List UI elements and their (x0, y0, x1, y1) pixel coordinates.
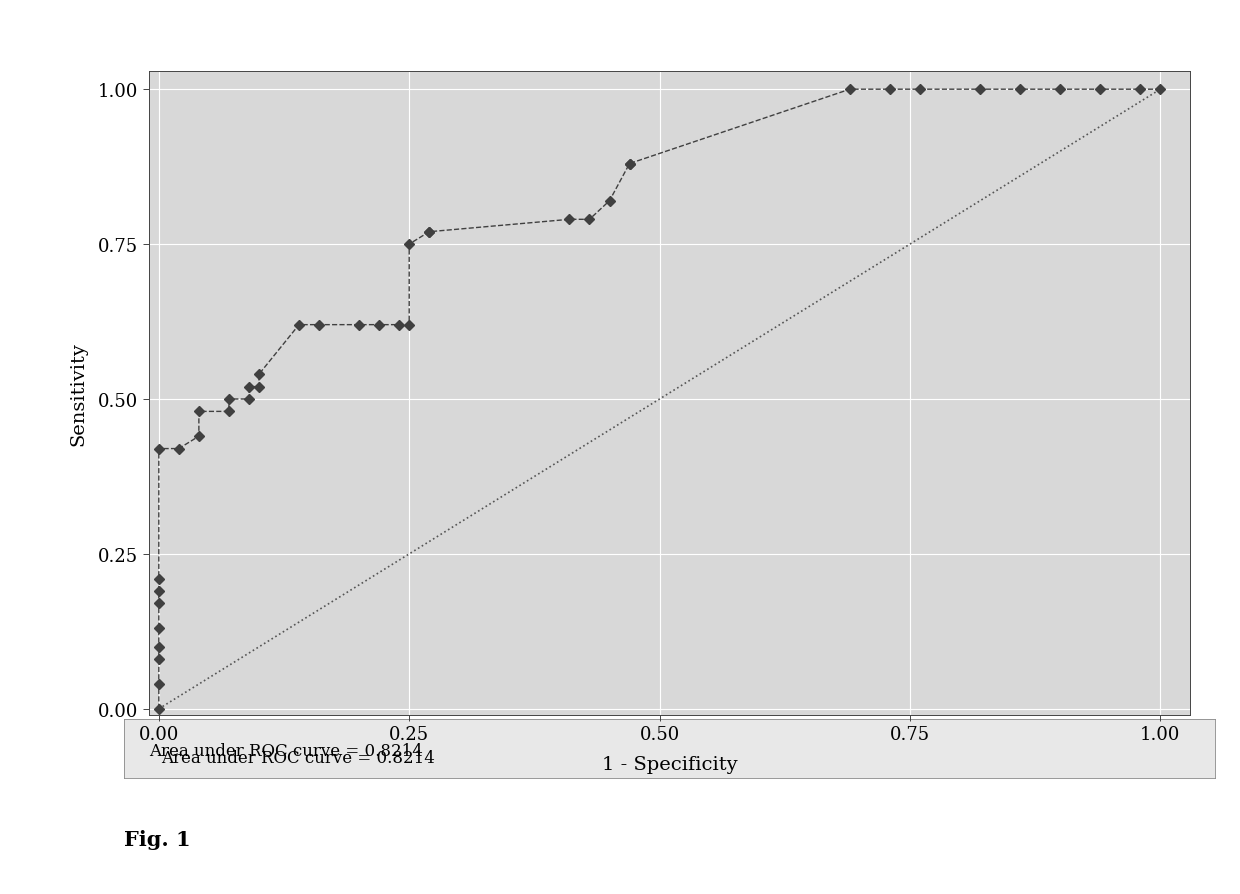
Text: Fig. 1: Fig. 1 (124, 829, 191, 848)
Y-axis label: Sensitivity: Sensitivity (69, 342, 87, 445)
X-axis label: 1 - Specificity: 1 - Specificity (601, 755, 738, 772)
Text: Area under ROC curve = 0.8214: Area under ROC curve = 0.8214 (161, 748, 435, 765)
Text: Area under ROC curve = 0.8214: Area under ROC curve = 0.8214 (149, 742, 423, 759)
